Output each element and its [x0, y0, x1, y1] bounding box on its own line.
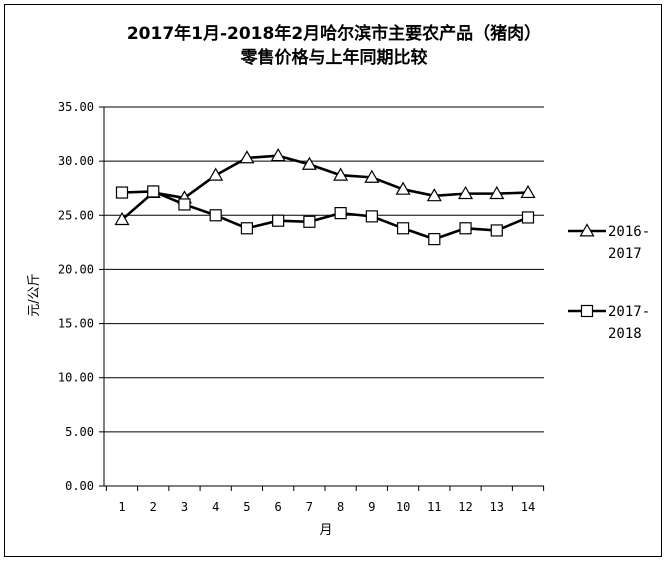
y-tick-label: 5.00 [65, 425, 94, 439]
y-tick-label: 35.00 [58, 100, 94, 114]
x-tick-label: 5 [243, 500, 250, 514]
x-tick-label: 3 [181, 500, 188, 514]
y-tick-label: 15.00 [58, 317, 94, 331]
series-1-point [426, 188, 442, 202]
series-2-point [147, 185, 160, 198]
series-2-point [396, 222, 410, 235]
y-tick-label: 20.00 [58, 262, 94, 276]
series-1-point [520, 184, 536, 199]
series-lines [114, 148, 536, 246]
y-tick-label: 10.00 [58, 371, 94, 385]
series-1-point [239, 150, 255, 164]
y-tick-labels: 0.00 5.00 10.00 15.00 20.00 25.00 30.00 35.00 [58, 100, 94, 493]
x-tick-labels: 1 2 3 4 5 6 7 8 9 10 11 12 13 14 [118, 500, 535, 514]
x-tick-label: 12 [458, 500, 472, 514]
series-2-point [365, 210, 378, 223]
series-2-point [334, 207, 347, 220]
x-tick-label: 6 [275, 500, 282, 514]
x-tick-label: 13 [490, 500, 504, 514]
series-1-point [395, 181, 411, 195]
x-tick-label: 7 [306, 500, 313, 514]
x-tick-label: 8 [337, 500, 344, 514]
series-1-point [489, 185, 505, 200]
series-2-point [272, 214, 285, 227]
series-1-point [458, 185, 474, 200]
legend-square-marker [580, 304, 594, 318]
legend: 2016- 2017 2017- 2018 [568, 223, 650, 342]
series-line-1 [121, 154, 529, 221]
series-2-point [178, 198, 191, 211]
legend-label-series1-line1: 2016- [608, 224, 650, 240]
y-tick-label: 30.00 [58, 154, 94, 168]
series-2-point [490, 224, 503, 237]
series-2-point [428, 233, 441, 246]
series-2-point [240, 222, 254, 235]
x-tick-label: 11 [427, 500, 441, 514]
series-1-point [208, 167, 224, 181]
x-tick-label: 9 [368, 500, 375, 514]
x-tick-label: 4 [212, 500, 219, 514]
series-1-point [270, 148, 286, 162]
series-1-point [364, 169, 380, 183]
x-axis-label: 月 [319, 523, 332, 538]
legend-triangle-marker [579, 223, 595, 237]
series-2-point [115, 186, 129, 199]
axes [99, 106, 545, 491]
series-1-point [114, 211, 130, 226]
legend-label-series2-line1: 2017- [608, 304, 650, 320]
x-tick-label: 10 [396, 500, 410, 514]
chart-frame [4, 4, 662, 557]
series-2-point [521, 211, 535, 224]
gridlines [104, 106, 544, 433]
legend-label-series1-line2: 2017 [608, 246, 642, 262]
x-tick-label: 14 [521, 500, 535, 514]
chart-title-line2: 零售价格与上年同期比较 [240, 47, 428, 68]
series-2-point [303, 215, 316, 228]
y-axis-label: 元/公斤 [27, 273, 42, 316]
y-tick-label: 25.00 [58, 208, 94, 222]
y-tick-label: 0.00 [65, 479, 94, 493]
legend-label-series2-line2: 2018 [608, 326, 642, 342]
x-tick-label: 1 [118, 500, 125, 514]
chart-title-line1: 2017年1月-2018年2月哈尔滨市主要农产品（猪肉） [127, 23, 541, 44]
series-2-point [209, 209, 222, 222]
series-1-point [301, 156, 317, 170]
series-1-point [333, 167, 349, 181]
x-tick-label: 2 [150, 500, 157, 514]
series-2-point [459, 222, 472, 235]
